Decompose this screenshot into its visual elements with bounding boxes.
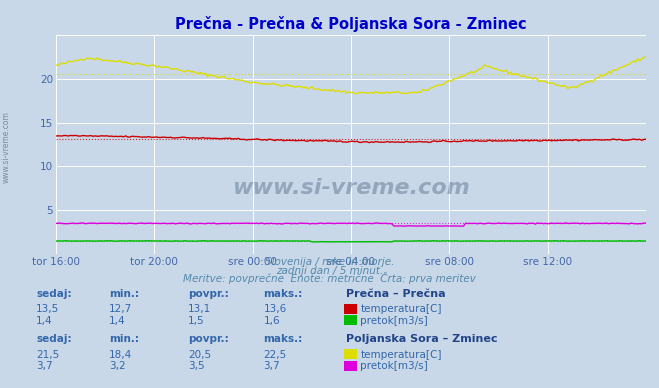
Text: 3,7: 3,7 [264, 361, 280, 371]
Text: min.:: min.: [109, 334, 139, 344]
Text: 12,7: 12,7 [109, 304, 132, 314]
Text: 3,7: 3,7 [36, 361, 53, 371]
Text: zadnji dan / 5 minut.: zadnji dan / 5 minut. [276, 265, 383, 275]
Text: 22,5: 22,5 [264, 350, 287, 360]
Text: Prečna – Prečna: Prečna – Prečna [346, 289, 445, 299]
Text: www.si-vreme.com: www.si-vreme.com [232, 178, 470, 198]
Text: min.:: min.: [109, 289, 139, 299]
Text: 13,1: 13,1 [188, 304, 211, 314]
Text: 21,5: 21,5 [36, 350, 59, 360]
Text: 13,5: 13,5 [36, 304, 59, 314]
Text: povpr.:: povpr.: [188, 289, 229, 299]
Text: 13,6: 13,6 [264, 304, 287, 314]
Text: 1,5: 1,5 [188, 316, 204, 326]
Text: Poljanska Sora – Zminec: Poljanska Sora – Zminec [346, 334, 498, 344]
Text: Slovenija / reke in morje.: Slovenija / reke in morje. [265, 256, 394, 267]
Text: sedaj:: sedaj: [36, 334, 72, 344]
Text: 1,4: 1,4 [109, 316, 125, 326]
Text: pretok[m3/s]: pretok[m3/s] [360, 361, 428, 371]
Text: maks.:: maks.: [264, 334, 303, 344]
Text: sedaj:: sedaj: [36, 289, 72, 299]
Text: 3,5: 3,5 [188, 361, 204, 371]
Text: temperatura[C]: temperatura[C] [360, 304, 442, 314]
Text: 3,2: 3,2 [109, 361, 125, 371]
Text: temperatura[C]: temperatura[C] [360, 350, 442, 360]
Title: Prečna - Prečna & Poljanska Sora - Zminec: Prečna - Prečna & Poljanska Sora - Zmine… [175, 16, 527, 32]
Text: pretok[m3/s]: pretok[m3/s] [360, 316, 428, 326]
Text: 1,4: 1,4 [36, 316, 53, 326]
Text: Meritve: povprečne  Enote: metrične  Črta: prva meritev: Meritve: povprečne Enote: metrične Črta:… [183, 272, 476, 284]
Text: www.si-vreme.com: www.si-vreme.com [2, 111, 11, 184]
Text: povpr.:: povpr.: [188, 334, 229, 344]
Text: 20,5: 20,5 [188, 350, 211, 360]
Text: 18,4: 18,4 [109, 350, 132, 360]
Text: maks.:: maks.: [264, 289, 303, 299]
Text: 1,6: 1,6 [264, 316, 280, 326]
